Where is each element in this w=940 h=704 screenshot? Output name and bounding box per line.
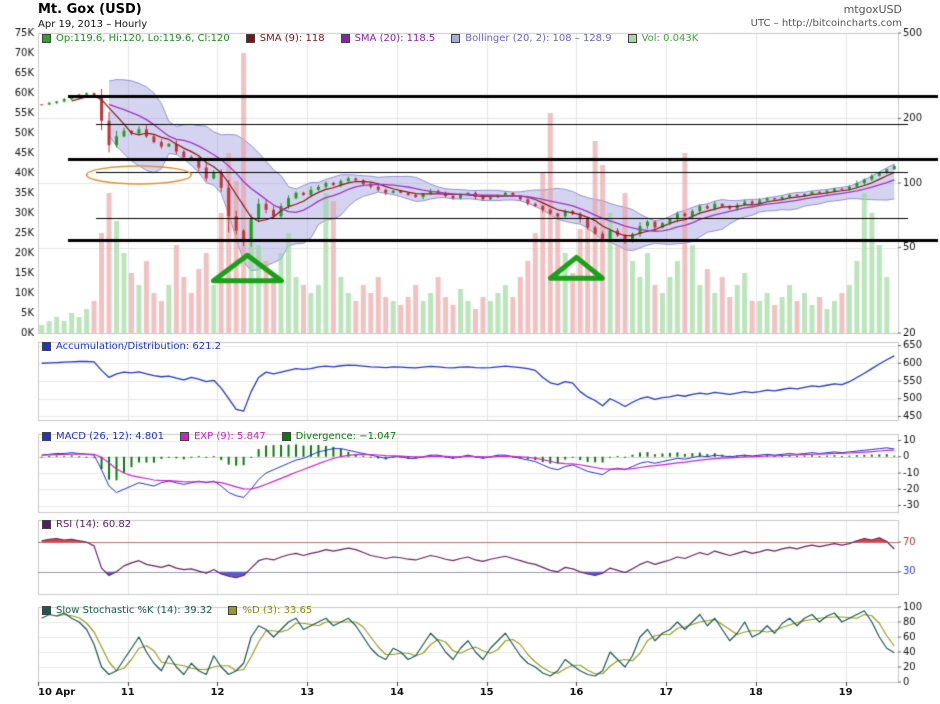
legend-item-divergence: Divergence: −1.047 (281, 431, 397, 442)
macd-swatch (42, 432, 51, 441)
bollinger-label: Bollinger (20, 2): 108 – 128.9 (465, 33, 612, 44)
rsi-canvas (0, 514, 940, 600)
sma9-label: SMA (9): 118 (259, 33, 325, 44)
x-axis-label: 13 (300, 687, 315, 698)
x-axis-labels: 10 Apr 11 12 13 14 15 16 17 18 19 (0, 687, 940, 702)
legend-item-bollinger: Bollinger (20, 2): 108 – 128.9 (451, 33, 612, 44)
rsi-swatch (42, 520, 51, 529)
legend-item-macd: MACD (26, 12): 4.801 (42, 431, 164, 442)
macd-label: MACD (26, 12): 4.801 (56, 431, 164, 442)
sma20-swatch (340, 34, 350, 43)
accumulation-distribution-canvas (0, 336, 940, 426)
accumulation-distribution-legend: Accumulation/Distribution: 621.2 (42, 341, 221, 352)
legend-item-rsi: RSI (14): 60.82 (42, 519, 131, 530)
bollinger-swatch (451, 34, 461, 43)
stoch-k-swatch (42, 606, 51, 615)
exp-label: EXP (9): 5.847 (193, 431, 266, 442)
legend-item-volume: Vol: 0.043K (627, 33, 699, 44)
stoch-d-label: %D (3): 33.65 (242, 605, 313, 616)
x-axis-label: 18 (748, 687, 763, 698)
page-title: Mt. Gox (USD) (38, 2, 142, 17)
rsi-label: RSI (14): 60.82 (56, 519, 132, 530)
divergence-swatch (281, 432, 291, 441)
date-interval-label: Apr 19, 2013 – Hourly (38, 19, 148, 30)
x-axis-label: 19 (838, 687, 853, 698)
legend-item-ohlc: Op:119.6, Hi:120, Lo:119.6, Cl:120 (42, 33, 230, 44)
macd-legend: MACD (26, 12): 4.801 EXP (9): 5.847 Dive… (42, 431, 396, 442)
x-axis-label: 15 (479, 687, 494, 698)
sma20-label: SMA (20): 118.5 (354, 33, 436, 44)
macd-canvas (0, 426, 940, 514)
symbol-label: mtgoxUSD (843, 3, 902, 16)
legend-item-ad: Accumulation/Distribution: 621.2 (42, 341, 221, 352)
price-chart-canvas (0, 28, 940, 336)
x-axis-label: 12 (210, 687, 225, 698)
stoch-k-label: Slow Stochastic %K (14): 39.32 (56, 605, 213, 616)
ad-label: Accumulation/Distribution: 621.2 (56, 341, 222, 352)
legend-item-stoch-k: Slow Stochastic %K (14): 39.32 (42, 605, 212, 616)
legend-item-exp: EXP (9): 5.847 (179, 431, 266, 442)
legend-item-stoch-d: %D (3): 33.65 (228, 605, 312, 616)
volume-swatch (627, 34, 637, 43)
ad-swatch (42, 342, 51, 351)
legend-item-sma20: SMA (20): 118.5 (340, 33, 436, 44)
volume-label: Vol: 0.043K (641, 33, 699, 44)
exp-swatch (179, 432, 189, 441)
x-axis-label: 16 (569, 687, 584, 698)
sma9-swatch (245, 34, 255, 43)
legend-item-sma9: SMA (9): 118 (245, 33, 325, 44)
price-legend: Op:119.6, Hi:120, Lo:119.6, Cl:120 SMA (… (42, 33, 698, 44)
rsi-legend: RSI (14): 60.82 (42, 519, 131, 530)
stoch-d-swatch (228, 606, 238, 615)
divergence-label: Divergence: −1.047 (295, 431, 397, 442)
x-axis-label: 14 (389, 687, 404, 698)
ohlc-swatch (42, 34, 51, 43)
x-axis-label: 10 Apr (38, 687, 76, 698)
stochastic-legend: Slow Stochastic %K (14): 39.32 %D (3): 3… (42, 605, 312, 616)
ohlc-label: Op:119.6, Hi:120, Lo:119.6, Cl:120 (56, 33, 230, 44)
x-axis-label: 11 (120, 687, 135, 698)
x-axis-label: 17 (659, 687, 674, 698)
stochastic-canvas (0, 600, 940, 687)
source-url-label: UTC – http://bitcoincharts.com (750, 18, 902, 29)
